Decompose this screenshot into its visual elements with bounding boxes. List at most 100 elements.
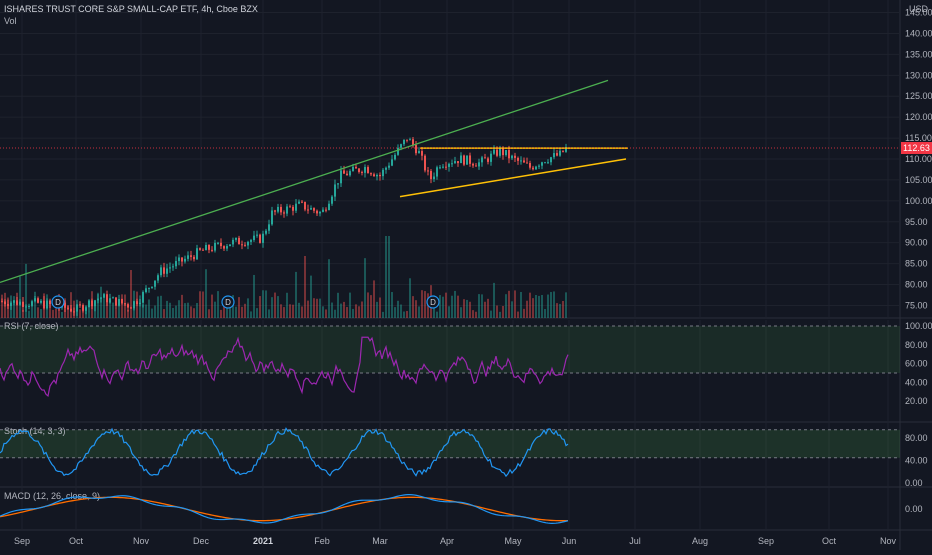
- candle-body: [115, 297, 117, 306]
- candle-body: [532, 167, 534, 170]
- volume-bar: [298, 302, 300, 318]
- volume-bar: [421, 290, 423, 318]
- volume-bar: [508, 290, 510, 318]
- candle-body: [547, 162, 549, 164]
- volume-bar: [553, 291, 555, 318]
- volume-bar: [559, 303, 561, 318]
- candle-body: [145, 288, 147, 293]
- volume-bar: [349, 292, 351, 318]
- candle-body: [424, 155, 426, 171]
- volume-bar: [88, 311, 90, 318]
- candle-body: [565, 147, 567, 152]
- candle-body: [100, 297, 102, 299]
- volume-bar: [268, 309, 270, 318]
- candle-body: [16, 300, 18, 305]
- candle-body: [325, 209, 327, 211]
- volume-bar: [265, 290, 267, 318]
- volume-bar: [124, 294, 126, 318]
- stoch-tick-label: 0.00: [905, 478, 923, 488]
- volume-bar: [277, 296, 279, 318]
- candle-body: [178, 257, 180, 262]
- volume-bar: [481, 294, 483, 318]
- candle-body: [361, 171, 363, 173]
- dividend-marker[interactable]: [51, 295, 65, 309]
- candle-body: [136, 301, 138, 305]
- volume-bar: [145, 304, 147, 318]
- volume-bar: [514, 290, 516, 318]
- volume-bar: [184, 303, 186, 318]
- last-price-label: 112.63: [903, 143, 930, 153]
- candle-body: [484, 157, 486, 159]
- candle-body: [175, 261, 177, 267]
- candle-body: [544, 162, 546, 164]
- volume-bar: [385, 236, 387, 318]
- time-axis-label: Oct: [822, 536, 837, 546]
- volume-bar: [439, 295, 441, 318]
- candle-body: [118, 299, 120, 306]
- candle-body: [283, 212, 285, 214]
- candle-body: [346, 173, 348, 176]
- volume-bar: [466, 299, 468, 318]
- candle-body: [475, 165, 477, 167]
- candle-body: [358, 168, 360, 172]
- candle-body: [418, 151, 420, 154]
- candle-body: [466, 155, 468, 165]
- volume-bar: [151, 308, 153, 318]
- volume-bar: [241, 306, 243, 318]
- volume-bar: [28, 310, 30, 318]
- candle-body: [124, 303, 126, 305]
- volume-bar: [544, 309, 546, 318]
- candle-body: [376, 174, 378, 177]
- volume-bar: [238, 297, 240, 318]
- volume-bar: [37, 307, 39, 318]
- volume-bar: [361, 301, 363, 318]
- ascending-trendline: [0, 79, 609, 284]
- time-axis-label: Mar: [372, 536, 388, 546]
- candle-body: [262, 233, 264, 243]
- volume-bar: [397, 300, 399, 318]
- candle-body: [157, 275, 159, 281]
- candle-body: [187, 255, 189, 259]
- macd-line: [0, 494, 569, 524]
- volume-bar: [511, 301, 513, 318]
- candle-body: [208, 244, 210, 250]
- candle-body: [526, 162, 528, 164]
- candle-body: [322, 209, 324, 212]
- candle-body: [139, 302, 141, 305]
- volume-bar: [142, 304, 144, 318]
- candle-body: [256, 234, 258, 236]
- candle-body: [88, 300, 90, 308]
- rsi-tick-label: 80.00: [905, 340, 928, 350]
- volume-bar: [541, 294, 543, 318]
- dividend-marker[interactable]: [426, 295, 440, 309]
- volume-bar: [226, 300, 228, 318]
- volume-bar: [316, 298, 318, 318]
- volume-bar: [229, 305, 231, 318]
- dividend-marker[interactable]: [221, 295, 235, 309]
- rsi-tick-label: 40.00: [905, 377, 928, 387]
- volume-label: Vol: [4, 16, 17, 26]
- time-axis-label: 2021: [253, 536, 273, 546]
- price-tick-label: 85.00: [905, 259, 928, 269]
- candle-body: [397, 147, 399, 155]
- candle-body: [112, 297, 114, 299]
- candle-body: [235, 237, 237, 240]
- stoch-tick-label: 40.00: [905, 456, 928, 466]
- volume-bar: [220, 309, 222, 318]
- volume-bar: [370, 295, 372, 318]
- volume-bar: [565, 292, 567, 318]
- candle-body: [202, 249, 204, 251]
- price-tick-label: 105.00: [905, 175, 932, 185]
- volume-bar: [391, 292, 393, 318]
- volume-bar: [499, 311, 501, 318]
- candle-body: [382, 169, 384, 177]
- candle-body: [169, 267, 171, 269]
- volume-bar: [262, 290, 264, 318]
- volume-bar: [214, 301, 216, 318]
- candle-body: [91, 300, 93, 307]
- volume-bar: [157, 296, 159, 318]
- volume-bar: [193, 308, 195, 318]
- candle-body: [298, 201, 300, 204]
- candle-body: [445, 166, 447, 168]
